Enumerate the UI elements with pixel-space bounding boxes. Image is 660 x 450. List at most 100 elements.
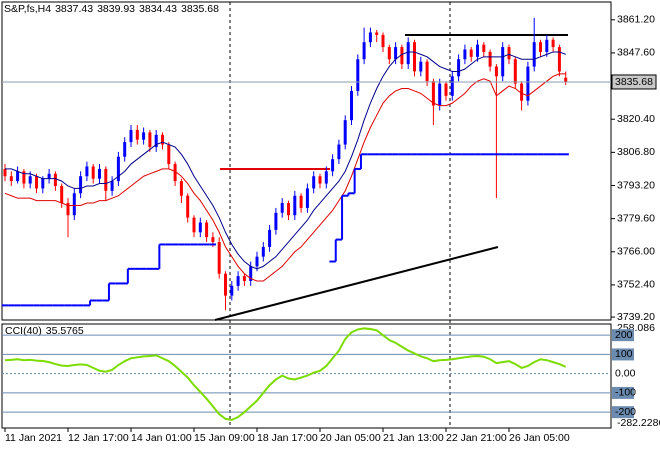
candle-body	[551, 39, 555, 48]
candle-body	[66, 203, 70, 216]
candle-body	[425, 61, 429, 82]
candle-body	[482, 44, 486, 52]
candle-body	[539, 42, 542, 52]
candle-body	[394, 47, 398, 60]
candle-body	[431, 81, 435, 106]
x-tick-label: 12 Jan 17:00	[68, 432, 129, 444]
y-tick-label: 0.00	[615, 367, 636, 379]
candle-body	[343, 120, 347, 145]
y-tick-label: 3752.40	[617, 279, 655, 291]
candle-body	[129, 129, 133, 143]
candle-body	[520, 83, 524, 101]
candle-body	[457, 59, 461, 77]
candle-body	[217, 242, 221, 274]
candle-body	[41, 178, 45, 189]
y-tick-label: 3806.80	[617, 146, 655, 158]
candle-body	[205, 222, 209, 238]
candle-body	[494, 66, 498, 77]
candle-body	[186, 195, 190, 218]
candle-body	[350, 90, 353, 121]
y-tick-label: 3847.60	[617, 47, 655, 59]
x-tick-label: 22 Jan 21:00	[446, 432, 507, 444]
candle-body	[368, 32, 372, 43]
y-tick-label: -200	[615, 406, 636, 418]
candle-body	[242, 276, 246, 282]
level-label-box	[612, 386, 634, 399]
x-tick-label: 20 Jan 05:00	[320, 432, 381, 444]
y-tick-label: 3793.20	[617, 179, 655, 191]
low-value: 3834.43	[139, 3, 177, 15]
candle-body	[167, 144, 171, 165]
candle-body	[249, 266, 253, 282]
candle-body	[501, 47, 505, 77]
current-price-label: 3835.68	[615, 76, 653, 88]
price-panel	[1, 1, 612, 321]
cci-header: CCI(40) 35.5765	[5, 325, 84, 337]
candle-body	[356, 59, 360, 91]
candle-body	[274, 212, 278, 230]
candle-body	[198, 222, 202, 233]
candle-body	[293, 195, 297, 216]
candle-body	[255, 256, 259, 267]
candle-body	[312, 176, 316, 189]
candle-body	[375, 32, 379, 35]
candle-body	[419, 61, 423, 72]
candle-body	[526, 66, 530, 101]
candle-body	[28, 176, 32, 184]
candle-body	[173, 164, 177, 182]
candle-body	[161, 134, 164, 145]
candle-body	[85, 166, 89, 177]
candle-body	[104, 168, 108, 191]
candle-body	[47, 173, 51, 179]
candle-body	[154, 134, 158, 147]
x-tick-label: 15 Jan 09:00	[194, 432, 255, 444]
candle-body	[230, 285, 234, 296]
candle-body	[3, 168, 7, 177]
indicator-line	[4, 73, 566, 282]
candle-body	[545, 39, 549, 52]
x-tick-label: 18 Jan 17:00	[257, 432, 318, 444]
y-tick-label: 3766.00	[617, 246, 655, 258]
candle-body	[331, 159, 335, 172]
candle-body	[22, 171, 26, 184]
y-tick-label: 3861.20	[617, 14, 655, 26]
candle-body	[236, 276, 240, 286]
candle-body	[381, 34, 385, 48]
candle-body	[135, 129, 139, 140]
x-tick-label: 14 Jan 01:00	[131, 432, 192, 444]
level-label-box	[612, 348, 634, 361]
candle-body	[387, 47, 391, 60]
candle-body	[79, 176, 83, 194]
candle-body	[72, 193, 76, 216]
candle-body	[116, 156, 120, 182]
x-tick-label: 26 Jan 05:00	[509, 432, 570, 444]
candle-body	[179, 181, 183, 196]
candle-body	[324, 171, 328, 184]
close-value: 3835.68	[181, 3, 219, 15]
candle-body	[362, 42, 366, 60]
y-tick-label: 100	[615, 348, 633, 360]
header: S&P,fs,H4 3837.43 3839.93 3834.43 3835.6…	[4, 3, 219, 15]
y-tick-label: 200	[615, 329, 633, 341]
candle-body	[469, 49, 473, 57]
x-tick-label: 21 Jan 13:00	[383, 432, 444, 444]
candle-body	[337, 144, 341, 160]
y-tick-label: -100	[615, 387, 636, 399]
candle-body	[268, 229, 272, 247]
cci-panel	[1, 323, 612, 429]
level-label-box	[612, 329, 634, 342]
candle-body	[532, 42, 536, 67]
high-value: 3839.93	[97, 3, 135, 15]
symbol: S&P,fs,H4	[4, 3, 51, 15]
candle-body	[280, 203, 284, 213]
candle-body	[513, 59, 517, 84]
candle-body	[438, 83, 442, 106]
candle-body	[91, 166, 95, 179]
candle-body	[507, 47, 511, 60]
candle-body	[261, 246, 265, 257]
candle-body	[35, 176, 38, 189]
candle-body	[463, 49, 467, 60]
